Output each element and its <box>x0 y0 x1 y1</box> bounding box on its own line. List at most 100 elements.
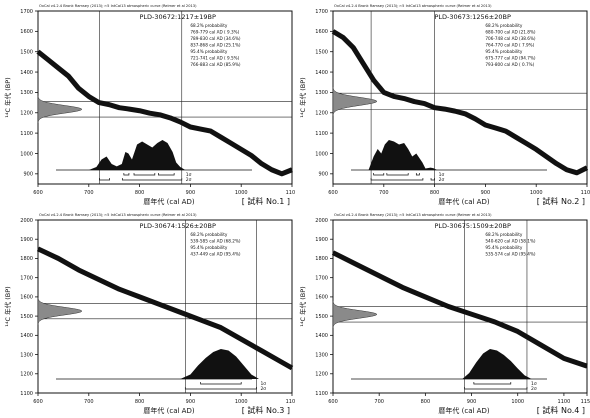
y-tick-label: 2000 <box>315 218 328 224</box>
sigma-2-range <box>184 387 257 390</box>
probability-line: 68.2% probability <box>190 232 227 237</box>
y-tick-label: 1500 <box>315 314 328 320</box>
chart-panel-4: OxCal v4.2.4 Bronk Ramsey (2013); r:5 In… <box>295 209 590 418</box>
calibrated-distribution <box>462 349 532 379</box>
probability-line: 68.2% probability <box>485 232 522 237</box>
sigma-1-label: 1σ <box>260 381 266 387</box>
probability-line: 68.2% probability <box>485 23 522 28</box>
sigma-1-range <box>473 382 512 385</box>
y-tick-label: 1500 <box>20 50 33 56</box>
oxcal-header: OxCal v4.2.4 Bronk Ramsey (2013); r:5 In… <box>334 213 492 217</box>
sample-label: [ 試料 No.1 ] <box>242 196 290 206</box>
sigma-2-range <box>121 178 183 181</box>
sample-label: [ 試料 No.3 ] <box>242 405 290 415</box>
oxcal-header: OxCal v4.2.4 Bronk Ramsey (2013); r:5 In… <box>39 213 197 217</box>
y-tick-label: 1600 <box>315 295 328 301</box>
y-tick-label: 1000 <box>315 151 328 157</box>
probability-line: 535-574 cal AD (95.4%) <box>485 252 536 257</box>
sigma-1-range <box>123 173 130 176</box>
c14-gaussian <box>332 300 378 329</box>
x-tick-label: 1100 <box>286 399 295 405</box>
x-axis-label: 暦年代 (cal AD) <box>438 197 489 206</box>
probability-line: 68.2% probability <box>190 23 227 28</box>
y-tick-label: 1600 <box>20 29 33 35</box>
y-tick-label: 1100 <box>20 131 33 137</box>
sigma-2-label: 2σ <box>186 177 192 183</box>
x-tick-label: 1000 <box>511 399 524 405</box>
calibration-chart-4: OxCal v4.2.4 Bronk Ramsey (2013); r:5 In… <box>298 213 590 415</box>
y-tick-label: 1200 <box>315 111 328 117</box>
probability-line: 437-449 cal AD (95.4%) <box>190 252 241 257</box>
x-axis-label: 暦年代 (cal AD) <box>143 406 194 415</box>
lab-code: PLD-30675:1509±20BP <box>434 222 510 230</box>
c14-gaussian <box>37 95 83 124</box>
x-tick-label: 800 <box>421 399 431 405</box>
probability-line: 837-868 cal AD (25.1%) <box>190 43 241 48</box>
x-tick-label: 1100 <box>558 399 571 405</box>
calibrated-distribution <box>180 349 259 379</box>
oxcal-header: OxCal v4.2.4 Bronk Ramsey (2013); r:5 In… <box>334 4 492 8</box>
probability-line: 95.4% probability <box>190 49 227 54</box>
y-tick-label: 1700 <box>20 9 33 15</box>
y-tick-label: 1300 <box>315 352 328 358</box>
sample-label: [ 試料 No.2 ] <box>537 196 585 206</box>
y-tick-label: 900 <box>23 172 33 178</box>
sigma-1-range <box>386 173 409 176</box>
calibrated-distribution <box>88 140 186 170</box>
sigma-1-range <box>415 173 420 176</box>
y-tick-label: 1900 <box>315 237 328 243</box>
sigma-1-label: 1σ <box>439 172 445 178</box>
x-tick-label: 800 <box>430 190 440 196</box>
chart-panel-2: OxCal v4.2.4 Bronk Ramsey (2013); r:5 In… <box>295 0 590 209</box>
calibration-curve <box>331 29 589 176</box>
calibration-curve <box>36 246 294 371</box>
y-axis-label: ¹⁴C 年代 (BP) <box>298 77 307 117</box>
y-axis-label: ¹⁴C 年代 (BP) <box>298 286 307 326</box>
x-tick-label: 900 <box>186 399 196 405</box>
x-tick-label: 600 <box>328 190 338 196</box>
y-tick-label: 1900 <box>20 237 33 243</box>
probability-line: 95.4% probability <box>485 245 522 250</box>
y-tick-label: 1700 <box>315 9 328 15</box>
x-tick-label: 900 <box>186 190 196 196</box>
x-tick-label: 1000 <box>235 190 248 196</box>
y-tick-label: 1600 <box>20 295 33 301</box>
x-tick-label: 700 <box>84 399 94 405</box>
c14-gaussian <box>332 86 378 116</box>
y-tick-label: 900 <box>318 172 328 178</box>
y-tick-label: 1700 <box>20 275 33 281</box>
x-tick-label: 600 <box>33 399 43 405</box>
y-tick-label: 1300 <box>315 90 328 96</box>
y-tick-label: 1300 <box>20 90 33 96</box>
sigma-2-label: 2σ <box>439 177 445 183</box>
y-tick-label: 1500 <box>315 50 328 56</box>
y-tick-label: 1200 <box>315 372 328 378</box>
sigma-1-range <box>200 382 242 385</box>
y-axis-label: ¹⁴C 年代 (BP) <box>3 77 12 117</box>
x-tick-label: 1100 <box>286 190 295 196</box>
sigma-2-label: 2σ <box>531 386 537 392</box>
y-tick-label: 2000 <box>20 218 33 224</box>
x-tick-label: 800 <box>135 190 145 196</box>
sigma-1-range <box>133 173 156 176</box>
probability-line: 675-777 cal AD (94.7%) <box>485 56 536 61</box>
x-tick-label: 700 <box>84 190 94 196</box>
sigma-1-range <box>373 173 385 176</box>
y-tick-label: 1400 <box>315 70 328 76</box>
sigma-1-range <box>158 173 175 176</box>
probability-line: 706-748 cal AD (38.6%) <box>485 36 536 41</box>
y-tick-label: 1100 <box>20 391 33 397</box>
probability-line: 789-830 cal AD (34.6%) <box>190 36 241 41</box>
calibration-chart-3: OxCal v4.2.4 Bronk Ramsey (2013); r:5 In… <box>3 213 295 415</box>
probability-line: 766-883 cal AD (85.9%) <box>190 62 241 67</box>
sigma-2-range <box>99 178 110 181</box>
probability-line: 721-741 cal AD ( 9.5%) <box>190 56 239 61</box>
x-tick-label: 1000 <box>235 399 248 405</box>
probability-line: 539-585 cal AD (68.2%) <box>190 239 241 244</box>
x-tick-label: 600 <box>33 190 43 196</box>
x-tick-label: 700 <box>379 190 389 196</box>
y-tick-label: 1800 <box>20 256 33 262</box>
x-tick-label: 800 <box>135 399 145 405</box>
y-tick-label: 1700 <box>315 275 328 281</box>
calibration-chart-1: OxCal v4.2.4 Bronk Ramsey (2013); r:5 In… <box>3 4 295 206</box>
